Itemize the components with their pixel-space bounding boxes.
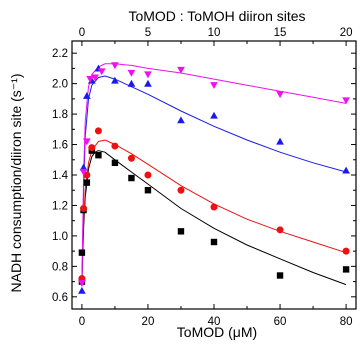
triangle-up-point xyxy=(83,91,91,99)
triangle-up-point xyxy=(177,116,185,124)
x-axis-title: ToMOD (μM) xyxy=(177,324,257,340)
y-tick-label: 1.6 xyxy=(52,140,68,152)
top-tick-label: 0 xyxy=(79,27,85,39)
triangle-down-point xyxy=(86,75,95,83)
circle-point xyxy=(342,247,350,255)
y-tick-label: 2.2 xyxy=(52,48,68,60)
fit-curve-triangle-down xyxy=(81,63,347,284)
square-point xyxy=(210,238,218,246)
triangle-down-point xyxy=(276,91,284,99)
top-axis-title: ToMOD : ToMOH diiron sites xyxy=(128,8,305,24)
square-point xyxy=(128,174,135,182)
x-tick-label: 80 xyxy=(340,316,353,328)
circle-point xyxy=(276,226,284,234)
y-tick-label: 1.2 xyxy=(52,200,68,212)
circle-point xyxy=(177,186,185,194)
triangle-up-point xyxy=(111,76,119,84)
triangle-up-point xyxy=(79,163,88,171)
y-tick-label: 1.4 xyxy=(52,170,69,182)
triangle-down-point xyxy=(127,69,136,77)
circle-point xyxy=(210,203,218,211)
circle-point xyxy=(111,142,119,150)
y-tick-label: 1.0 xyxy=(52,231,68,243)
circle-point xyxy=(127,154,135,162)
triangle-down-point xyxy=(79,168,88,176)
x-tick-label: 20 xyxy=(142,316,155,328)
triangle-up-point xyxy=(210,111,218,119)
triangle-down-point xyxy=(177,66,185,74)
top-tick-label: 20 xyxy=(340,27,353,39)
y-tick-label: 1.8 xyxy=(52,109,68,121)
y-tick-label: 0.6 xyxy=(52,292,68,304)
triangle-up-point xyxy=(127,79,136,87)
square-point xyxy=(276,272,284,279)
top-tick-label: 10 xyxy=(208,27,221,39)
circle-point xyxy=(94,127,102,135)
y-tick-label: 2.0 xyxy=(52,79,68,91)
x-tick-label: 0 xyxy=(79,316,85,328)
triangle-down-point xyxy=(144,71,152,79)
triangle-down-point xyxy=(78,280,86,287)
square-point xyxy=(144,187,152,194)
x-tick-label: 60 xyxy=(274,316,287,328)
square-point xyxy=(78,249,86,256)
triangle-up-point xyxy=(276,137,284,145)
triangle-down-point xyxy=(97,68,106,76)
triangle-down-point xyxy=(111,62,119,70)
triangle-up-point xyxy=(78,286,86,294)
square-point xyxy=(177,228,185,235)
y-tick-label: 0.8 xyxy=(52,261,68,273)
triangle-up-point xyxy=(342,166,350,174)
top-tick-label: 15 xyxy=(274,27,287,39)
circle-point xyxy=(80,205,88,212)
triangle-down-point xyxy=(83,138,91,146)
y-axis-title: NADH consumption/diiron site (s⁻¹) xyxy=(8,73,24,292)
top-tick-label: 5 xyxy=(145,27,151,39)
plot-layer: 0 20 40 60 80 0 5 10 15 20 0.6 0.8 1.0 1.2 1.4 1.6 1.8 2.… xyxy=(52,27,357,328)
square-point xyxy=(342,266,350,273)
circle-point xyxy=(144,171,152,179)
square-point xyxy=(95,152,102,159)
triangle-down-point xyxy=(210,82,218,89)
circle-point xyxy=(83,171,91,179)
fit-curve-triangle-up xyxy=(81,75,347,287)
square-point xyxy=(111,159,119,167)
square-point xyxy=(83,179,91,186)
x-tick-label: 40 xyxy=(208,316,221,328)
triangle-down-point xyxy=(91,74,99,82)
fit-curve-square xyxy=(81,150,347,286)
triangle-up-point xyxy=(144,79,152,87)
circle-point xyxy=(88,144,96,152)
triangle-down-point xyxy=(342,97,350,105)
